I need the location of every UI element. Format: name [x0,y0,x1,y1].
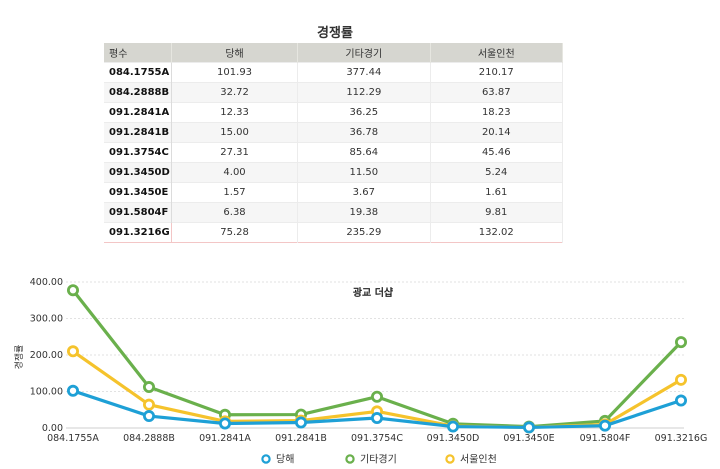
table-row: 084.1755A 101.93 377.44 210.17 [104,62,564,83]
table-cell-value: 15.00 [171,122,299,143]
table-cell-unit: 091.5804F [104,202,172,223]
table-cell-unit: 091.2841B [104,122,172,143]
data-point [675,373,688,386]
table-cell-value: 18.23 [430,102,564,123]
data-point [67,384,80,397]
chart-title: 광교 더샵 [353,286,394,299]
y-tick-label: 0.00 [42,423,63,434]
table-cell-value: 32.72 [171,82,299,103]
legend-label: 기타경기 [360,453,397,466]
data-point [142,381,155,394]
table-cell-value: 1.57 [171,182,299,203]
x-tick-label: 084.1755A [47,433,99,444]
x-tick-label: 091.5804F [580,433,631,444]
table-row: 091.5804F 6.38 19.38 9.81 [104,202,564,223]
table-cell-unit: 084.1755A [104,62,172,83]
y-axis-label: 경쟁률 [13,345,25,370]
table-cell-value: 45.46 [430,142,564,163]
table-row: 091.3754C 27.31 85.64 45.46 [104,142,564,163]
table-cell-value: 210.17 [430,62,564,83]
table-cell-value: 63.87 [430,82,564,103]
y-tick-label: 300.00 [30,314,63,325]
data-point [67,345,80,358]
table-cell-value: 377.44 [297,62,431,83]
table-row: 091.2841B 15.00 36.78 20.14 [104,122,564,143]
legend-marker [261,454,271,464]
table-cell-value: 6.38 [171,202,299,223]
data-point [370,390,383,403]
chart-legend: 당해 기타경기 서울인천 [261,453,497,466]
data-point [675,336,688,349]
data-point [142,410,155,423]
table-cell-value: 235.29 [297,222,431,243]
x-tick-label: 084.2888B [123,433,175,444]
table-header-2: 기타경기 [297,43,431,63]
y-axis-ticks: 0.00 100.00 200.00 300.00 400.00 [30,277,63,434]
x-tick-label: 091.3450D [427,433,480,444]
table-cell-unit: 091.3450D [104,162,172,183]
y-tick-label: 200.00 [30,350,63,361]
data-point [446,420,459,433]
table-cell-value: 9.81 [430,202,564,223]
x-tick-label: 091.2841B [275,433,327,444]
competition-table: 평수 당해 기타경기 서울인천 084.1755A 101.93 377.44 210.17… [104,43,564,243]
table-cell-value: 12.33 [171,102,299,123]
table-header-0: 평수 [104,43,172,63]
y-tick-label: 400.00 [30,277,63,288]
table-cell-value: 112.29 [297,82,431,103]
data-point [599,419,612,432]
table-title: 경쟁률 [317,26,353,41]
x-axis-ticks: 084.1755A 084.2888B 091.2841A 091.2841B 091.… [47,433,707,444]
y-tick-label: 100.00 [30,387,63,398]
legend-marker [345,454,355,464]
table-row: 091.3450D 4.00 11.50 5.24 [104,162,564,183]
table-cell-value: 4.00 [171,162,299,183]
legend-label: 당해 [276,453,294,466]
table-cell-value: 36.78 [297,122,431,143]
table-row: 091.2841A 12.33 36.25 18.23 [104,102,564,123]
table-cell-unit: 084.2888B [104,82,172,103]
table-cell-value: 1.61 [430,182,564,203]
table-cell-value: 27.31 [171,142,299,163]
x-tick-label: 091.2841A [199,433,251,444]
table-cell-value: 132.02 [430,222,564,243]
table-header-1: 당해 [171,43,299,63]
table-header-row: 평수 당해 기타경기 서울인천 [104,43,564,63]
table-cell-value: 75.28 [171,222,299,243]
table-row: 091.3450E 1.57 3.67 1.61 [104,182,564,203]
table-cell-unit: 091.2841A [104,102,172,123]
table-cell-value: 36.25 [297,102,431,123]
table-row: 091.3216G 75.28 235.29 132.02 [104,222,564,243]
data-point [523,421,536,434]
table-cell-unit: 091.3216G [104,222,172,243]
data-point [218,417,231,430]
x-tick-label: 091.3450E [503,433,554,444]
series-group [67,384,688,434]
table-cell-unit: 091.3754C [104,142,172,163]
table-cell-value: 11.50 [297,162,431,183]
chart-series [67,284,688,434]
table-cell-value: 20.14 [430,122,564,143]
table-body: 084.1755A 101.93 377.44 210.17 084.2888B 32.7… [104,62,564,243]
table-row: 084.2888B 32.72 112.29 63.87 [104,82,564,103]
table-cell-unit: 091.3450E [104,182,172,203]
data-point [67,284,80,297]
data-point [675,394,688,407]
table-header-3: 서울인천 [430,43,564,63]
data-point [142,398,155,411]
data-point [370,412,383,425]
table-cell-value: 3.67 [297,182,431,203]
data-point [294,416,307,429]
x-tick-label: 091.3754C [351,433,403,444]
x-tick-label: 091.3216G [655,433,708,444]
legend-marker [445,454,455,464]
table-cell-value: 85.64 [297,142,431,163]
table-cell-value: 101.93 [171,62,299,83]
table-cell-value: 5.24 [430,162,564,183]
table-cell-value: 19.38 [297,202,431,223]
legend-label: 서울인천 [460,454,497,466]
